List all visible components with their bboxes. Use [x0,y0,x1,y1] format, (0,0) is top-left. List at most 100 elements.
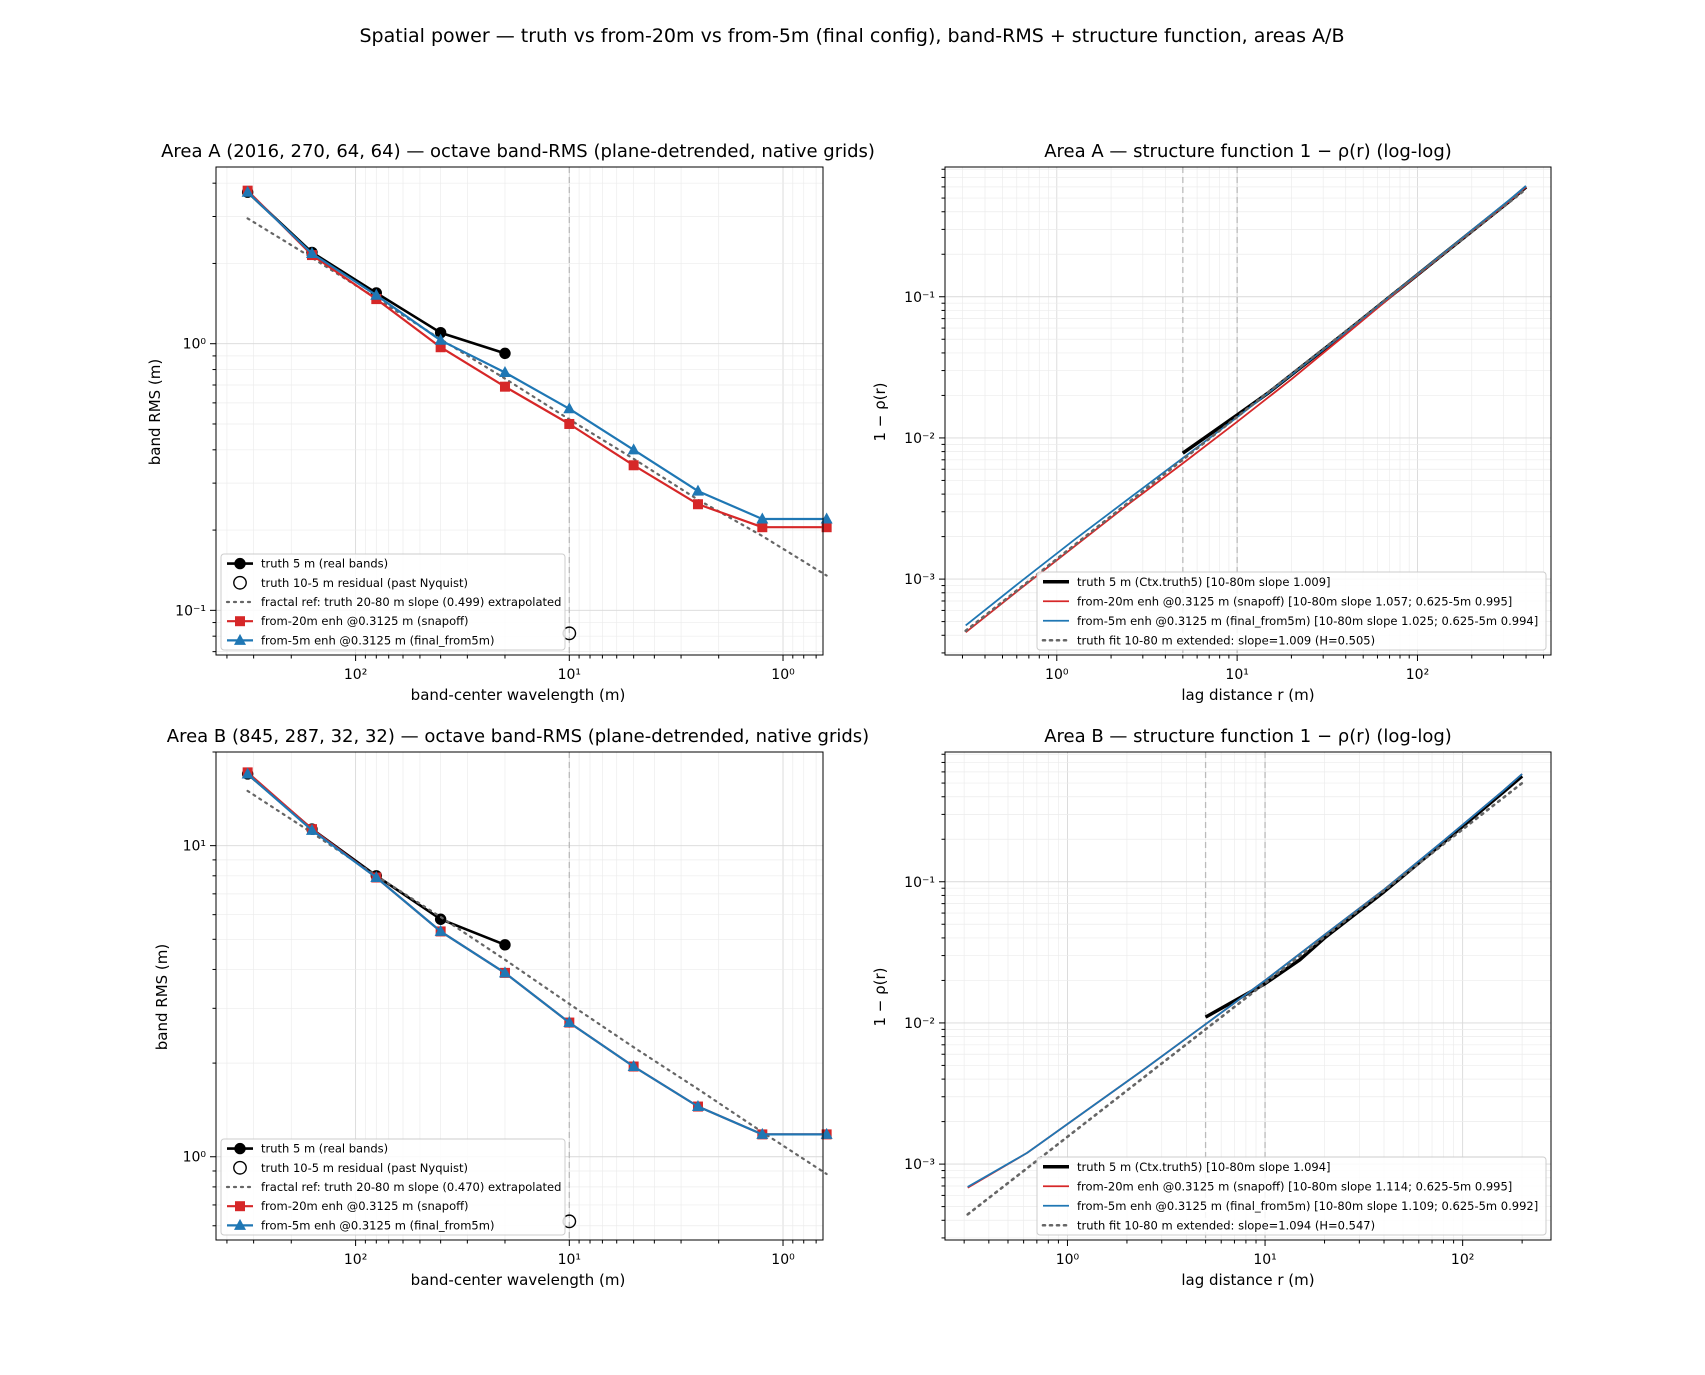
legend-label: from-5m enh @0.3125 m (final_from5m) [10… [1077,1199,1538,1213]
series-line [964,187,1528,633]
y-tick-label: 10⁻² [904,431,935,447]
legend-marker [233,575,247,590]
y-tick-label: 10⁰ [183,1150,207,1166]
y-tick-label: 10⁻³ [904,1157,935,1173]
legend-label: truth 5 m (Ctx.truth5) [10-80m slope 1.0… [1077,575,1331,589]
plot-area: 10⁰ 10¹ 10² 10⁻³ 10⁻² 10⁻¹ truth 5 m (Ctx.trut… [904,166,1552,683]
series-line [246,771,827,1136]
x-tick-label: 10⁰ [771,667,795,683]
data-point [241,767,254,779]
data-point [627,1060,640,1072]
legend-label: fractal ref: truth 20-80 m slope (0.470)… [261,1180,561,1194]
series [967,773,1523,1188]
legend-label: from-20m enh @0.3125 m (snapoff) [261,1199,469,1213]
legend-marker [235,616,245,627]
legend-label: truth fit 10-80 m extended: slope=1.009 … [1077,633,1375,647]
series-line [967,773,1523,1188]
y-axis-label: band RMS (m) [146,359,164,465]
y-tick-label: 10⁰ [183,337,207,353]
series [241,185,833,524]
data-point [627,443,640,455]
data-point [498,365,511,377]
series-line [246,217,828,577]
legend-marker [234,633,246,645]
legend-label: from-20m enh @0.3125 m (snapoff) [10-80m… [1077,594,1512,608]
series [964,187,1528,633]
legend-label: from-5m enh @0.3125 m (final_from5m) [261,1218,494,1232]
legend-label: from-20m enh @0.3125 m (snapoff) [261,614,469,628]
x-axis-label: band-center wavelength (m) [411,1271,626,1289]
data-point [370,288,383,300]
series [966,781,1524,1216]
data-point [757,522,768,533]
series-line [246,789,828,1176]
x-tick-label: 10² [1406,667,1429,683]
legend: truth 5 m (real bands) truth 10-5 m resid… [220,1138,566,1236]
series [242,767,832,1140]
data-point [241,185,254,197]
series [246,217,828,577]
series [241,767,833,1139]
data-point [628,460,639,471]
series [965,185,1527,627]
y-axis-label: 1 − ρ(r) [871,967,889,1026]
data-point [499,939,511,951]
data-point [691,1100,704,1112]
panel-area-a-band-rms: Area A (2016, 270, 64, 64) — octave band… [146,141,875,704]
legend: truth 5 m (Ctx.truth5) [10-80m slope 1.0… [1036,571,1547,651]
legend-box [1036,571,1547,651]
data-point [499,381,510,392]
legend-label: truth fit 10-80 m extended: slope=1.094 … [1077,1218,1375,1232]
figure-suptitle: Spatial power — truth vs from-20m vs fro… [360,25,1345,47]
data-point [820,512,833,524]
series-line [246,191,827,521]
x-tick-label: 10² [1451,1252,1474,1268]
legend-marker [234,557,246,570]
panel-title: Area A (2016, 270, 64, 64) — octave band… [161,141,875,162]
data-point [498,966,511,978]
data-point [434,913,447,925]
series [1181,185,1528,455]
x-axis-label: lag distance r (m) [1181,1271,1314,1289]
legend-marker [235,1201,245,1212]
series-line [1181,185,1528,455]
data-point [564,418,575,429]
legend-label: truth 5 m (real bands) [261,1142,388,1156]
data-point [756,1127,769,1139]
data-point [499,347,511,360]
panel-title: Area A — structure function 1 − ρ(r) (lo… [1044,141,1452,162]
data-point [434,924,447,936]
y-tick-label: 10⁻¹ [904,875,935,891]
data-point [305,823,318,835]
x-tick-label: 10¹ [1253,1252,1276,1268]
panel-title: Area B — structure function 1 − ρ(r) (lo… [1044,726,1452,747]
panel-area-a-structure-function: Area A — structure function 1 − ρ(r) (lo… [871,141,1552,704]
x-tick-label: 10⁰ [1056,1252,1080,1268]
legend: truth 5 m (real bands) truth 10-5 m resid… [220,553,566,651]
legend-marker [234,1142,246,1155]
x-tick-label: 10¹ [558,1252,581,1268]
axes-frame [944,751,1552,1241]
legend-box [1036,1156,1547,1236]
x-axis-label: band-center wavelength (m) [411,686,626,704]
x-tick-label: 10² [344,667,367,683]
series-line [967,773,1523,1189]
y-tick-label: 10⁻¹ [175,603,206,619]
data-point [305,246,318,258]
data-point [370,870,383,882]
series-line [965,185,1527,627]
data-point [820,1127,833,1139]
axes-frame [215,166,824,656]
legend-marker [233,1160,247,1175]
legend-label: truth 5 m (Ctx.truth5) [10-80m slope 1.0… [1077,1160,1331,1174]
y-tick-label: 10⁻³ [904,572,935,588]
panel-area-b-structure-function: Area B — structure function 1 − ρ(r) (lo… [871,726,1552,1289]
series [1204,774,1524,1019]
x-tick-label: 10⁰ [1045,667,1069,683]
panel-title: Area B (845, 287, 32, 32) — octave band-… [167,726,869,747]
series [246,789,828,1176]
legend-label: fractal ref: truth 20-80 m slope (0.499)… [261,595,561,609]
